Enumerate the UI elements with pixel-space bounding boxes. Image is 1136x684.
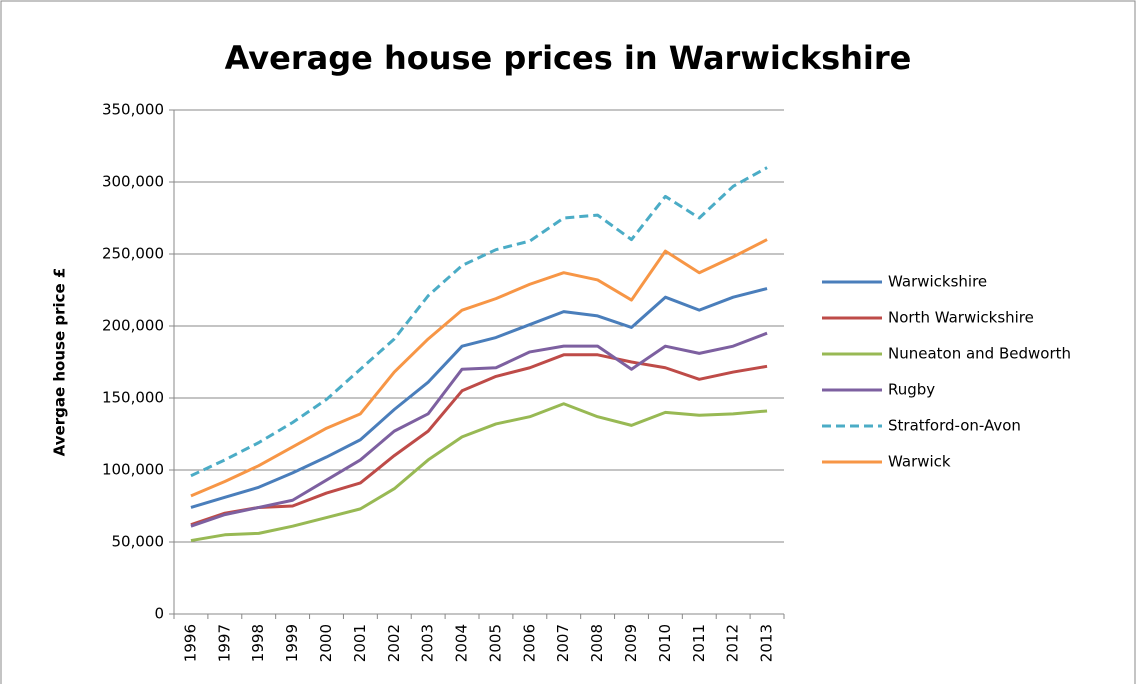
y-tick-label: 0 <box>154 605 164 623</box>
legend-label: Warwickshire <box>888 273 987 291</box>
x-tick-label: 2013 <box>758 624 776 662</box>
y-tick-label: 50,000 <box>112 533 165 551</box>
y-tick-label: 350,000 <box>102 101 164 119</box>
legend-label: Warwick <box>888 453 951 471</box>
legend-label: Nuneaton and Bedworth <box>888 345 1071 363</box>
x-tick-label: 2007 <box>554 624 572 662</box>
x-tick-label: 2010 <box>656 624 674 662</box>
y-tick-label: 200,000 <box>102 317 164 335</box>
x-tick-label: 2004 <box>453 624 471 662</box>
y-tick-label: 250,000 <box>102 245 164 263</box>
series-line <box>190 353 768 527</box>
series-line <box>190 166 768 478</box>
x-tick-label: 1999 <box>283 624 301 662</box>
y-tick-label: 100,000 <box>102 461 164 479</box>
x-tick-label: 2008 <box>588 624 606 662</box>
x-tick-label: 2009 <box>622 624 640 662</box>
y-axis-label: Avergae house price £ <box>51 268 69 457</box>
y-tick-label: 150,000 <box>102 389 164 407</box>
x-tick-label: 2002 <box>385 624 403 662</box>
series-line <box>190 238 768 498</box>
series-line <box>190 287 768 509</box>
series-line <box>190 402 768 543</box>
x-tick-label: 2003 <box>419 624 437 662</box>
y-tick-label: 300,000 <box>102 173 164 191</box>
x-tick-label: 1998 <box>249 624 267 662</box>
x-tick-label: 2011 <box>690 624 708 662</box>
chart-title: Average house prices in Warwickshire <box>225 39 912 77</box>
legend-label: North Warwickshire <box>888 309 1034 327</box>
legend-label: Rugby <box>888 381 935 399</box>
x-tick-label: 2005 <box>486 624 504 662</box>
x-tick-label: 1996 <box>181 624 199 662</box>
x-tick-label: 1997 <box>215 624 233 662</box>
x-tick-label: 2006 <box>520 624 538 662</box>
legend-label: Stratford-on-Avon <box>888 417 1021 435</box>
x-tick-label: 2012 <box>724 624 742 662</box>
x-tick-label: 2000 <box>317 624 335 662</box>
series-line <box>190 331 768 528</box>
x-tick-label: 2001 <box>351 624 369 662</box>
